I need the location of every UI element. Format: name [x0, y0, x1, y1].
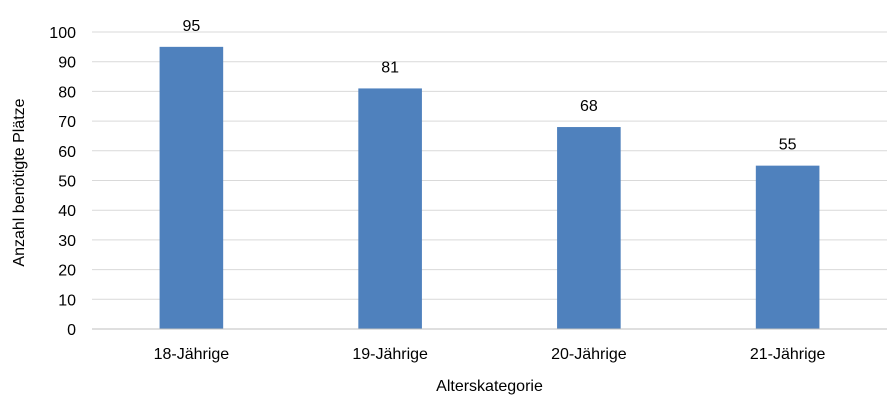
x-tick-label: 20-Jährige: [551, 346, 627, 363]
y-axis-title: Anzahl benötigte Plätze: [11, 98, 28, 266]
y-tick-label: 40: [58, 203, 76, 220]
bar: [557, 127, 621, 329]
bar: [159, 46, 224, 329]
bar: [755, 165, 820, 329]
labels: 0 10 20 30 40 50 60 70 80 90 100 95 18-Jährige 81 19-J…: [49, 18, 825, 363]
gridlines: [92, 31, 887, 300]
y-tick-label: 0: [67, 322, 76, 339]
x-tick-label: 19-Jährige: [352, 346, 428, 363]
y-tick-label: 60: [58, 144, 76, 161]
data-label: 68: [580, 98, 598, 115]
y-tick-label: 70: [58, 114, 76, 131]
y-tick-label: 20: [58, 263, 76, 280]
x-axis-title: Alterskategorie: [436, 378, 543, 395]
y-tick-label: 10: [58, 292, 76, 309]
data-label: 81: [381, 59, 399, 76]
data-label: 95: [182, 18, 200, 35]
x-tick-label: 21-Jährige: [750, 346, 826, 363]
bar: [358, 88, 422, 330]
y-tick-label: 50: [58, 174, 76, 191]
y-tick-label: 30: [58, 233, 76, 250]
data-label: 55: [779, 137, 797, 154]
y-tick-label: 100: [49, 25, 76, 42]
y-tick-label: 90: [58, 55, 76, 72]
bars: [159, 46, 820, 330]
x-tick-label: 18-Jährige: [154, 346, 230, 363]
y-tick-label: 80: [58, 84, 76, 101]
